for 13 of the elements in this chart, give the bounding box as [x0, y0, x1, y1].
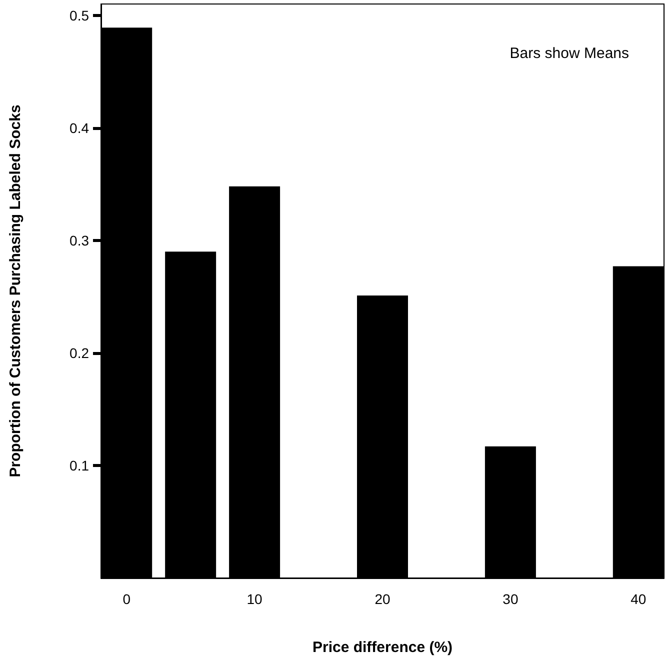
y-tick-label: 0.3 [70, 232, 90, 248]
x-tick-label: 10 [246, 591, 263, 607]
x-tick-label: 30 [502, 591, 518, 607]
x-axis-title: Price difference (%) [312, 639, 453, 656]
x-tick-label: 40 [630, 591, 646, 607]
y-axis-title: Proportion of Customers Purchasing Labeled Socks [7, 104, 24, 478]
y-tick-label: 0.4 [70, 120, 90, 136]
y-tick-label: 0.5 [70, 7, 90, 24]
annotation: Bars show Means [510, 45, 629, 62]
y-tick-label: 0.2 [70, 344, 90, 361]
y-tick-label: 0.1 [70, 457, 90, 474]
x-tick-label: 0 [122, 591, 131, 607]
x-tick-label: 20 [374, 591, 390, 607]
